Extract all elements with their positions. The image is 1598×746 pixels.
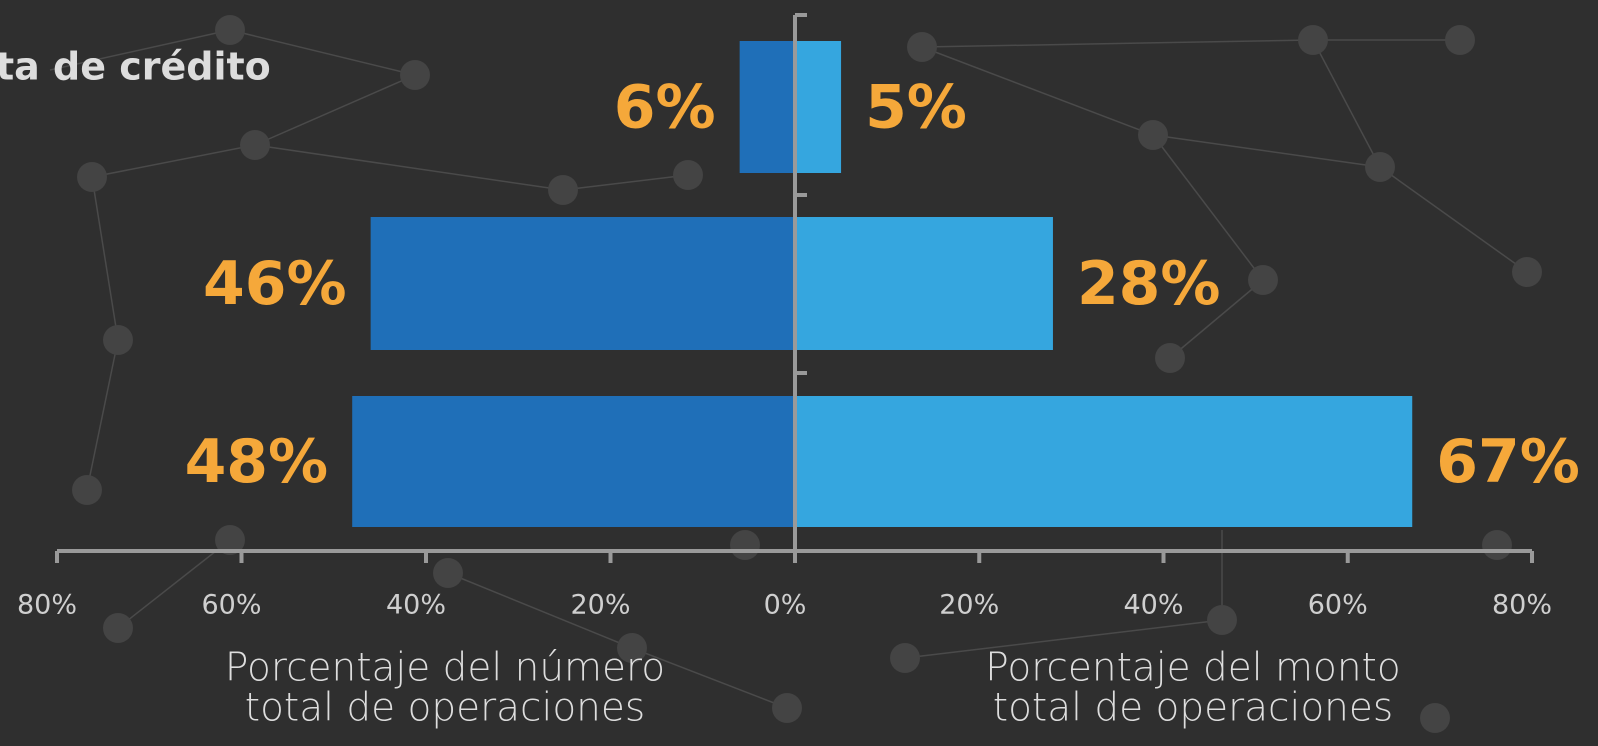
bar bbox=[795, 217, 1053, 350]
x-tick-label: 60% bbox=[201, 590, 261, 621]
x-tick-label: 80% bbox=[1492, 590, 1552, 621]
bar bbox=[352, 396, 795, 527]
value-label: 67% bbox=[1436, 427, 1580, 497]
x-axis-title: total de operaciones bbox=[993, 686, 1393, 731]
value-label: 5% bbox=[865, 73, 967, 143]
x-axis-title: total de operaciones bbox=[245, 686, 645, 731]
x-axis-title: Porcentaje del número bbox=[225, 646, 665, 691]
background-network bbox=[49, 15, 1542, 733]
x-tick-label: 20% bbox=[939, 590, 999, 621]
bar bbox=[370, 217, 795, 350]
bar bbox=[795, 41, 842, 173]
x-tick-label: 80% bbox=[17, 590, 77, 621]
bar bbox=[739, 41, 795, 173]
x-tick-label: 0% bbox=[764, 590, 807, 621]
value-label: 46% bbox=[203, 249, 347, 319]
x-axis-title: Porcentaje del monto bbox=[985, 646, 1400, 691]
x-tick-label: 60% bbox=[1308, 590, 1368, 621]
x-tick-label: 20% bbox=[570, 590, 630, 621]
x-tick-label: 40% bbox=[386, 590, 446, 621]
value-label: 28% bbox=[1077, 249, 1221, 319]
x-tick-label: 40% bbox=[1123, 590, 1183, 621]
value-label: 48% bbox=[185, 427, 329, 497]
category-label: ta de crédito bbox=[0, 45, 271, 89]
bar bbox=[795, 396, 1413, 527]
value-label: 6% bbox=[614, 73, 716, 143]
